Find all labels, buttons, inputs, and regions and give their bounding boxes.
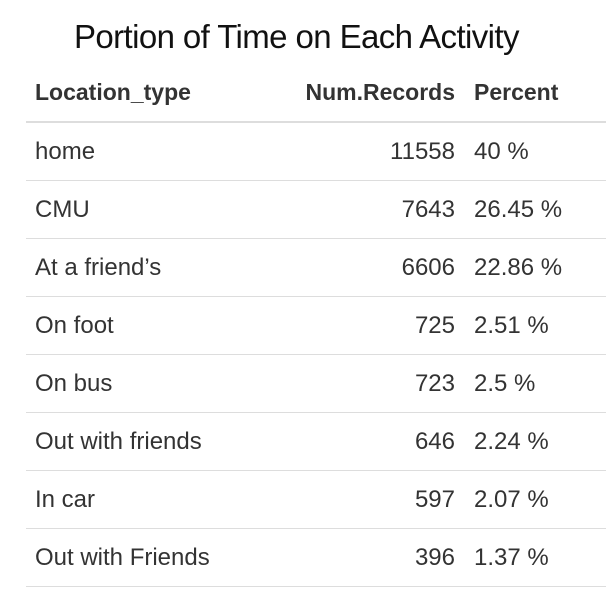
num-records-cell: 6606 [401, 254, 455, 281]
table-header-row: Location_type Num.Records Percent [26, 64, 606, 123]
num-records-cell: 723 [414, 370, 455, 397]
num-records-cell: 646 [414, 428, 455, 455]
data-table: Location_type Num.Records Percent home 1… [26, 64, 606, 587]
table-row: In car 597 2.07 % [26, 471, 606, 529]
num-records-cell: 725 [414, 312, 455, 339]
header-percent: Percent [474, 79, 559, 105]
table-row: At a friend’s 6606 22.86 % [26, 239, 606, 297]
location-type-cell: At a friend’s [35, 254, 162, 281]
header-num-records: Num.Records [305, 79, 455, 105]
num-records-cell: 396 [414, 544, 455, 571]
percent-cell: 2.51 % [474, 312, 549, 339]
percent-cell: 2.24 % [474, 428, 549, 455]
percent-cell: 26.45 % [474, 196, 563, 223]
location-type-cell: On foot [35, 312, 114, 339]
table-row: On foot 725 2.51 % [26, 297, 606, 355]
table-title: Portion of Time on Each Activity [74, 18, 519, 55]
percent-cell: 2.07 % [474, 486, 549, 513]
percent-cell: 40 % [474, 138, 529, 165]
header-location-type: Location_type [35, 79, 191, 105]
percent-cell: 1.37 % [474, 544, 549, 571]
location-type-cell: On bus [35, 370, 113, 397]
num-records-cell: 597 [414, 486, 455, 513]
num-records-cell: 11558 [390, 138, 455, 165]
table-row: home 11558 40 % [26, 123, 606, 181]
table-row: CMU 7643 26.45 % [26, 181, 606, 239]
percent-cell: 2.5 % [474, 370, 536, 397]
table-row: Out with Friends 396 1.37 % [26, 529, 606, 587]
percent-cell: 22.86 % [474, 254, 563, 281]
location-type-cell: Out with Friends [35, 544, 210, 571]
location-type-cell: In car [35, 486, 96, 513]
table-row: Out with friends 646 2.24 % [26, 413, 606, 471]
table-row: On bus 723 2.5 % [26, 355, 606, 413]
location-type-cell: home [35, 138, 96, 165]
location-type-cell: Out with friends [35, 428, 202, 455]
location-type-cell: CMU [35, 196, 90, 223]
num-records-cell: 7643 [401, 196, 455, 223]
